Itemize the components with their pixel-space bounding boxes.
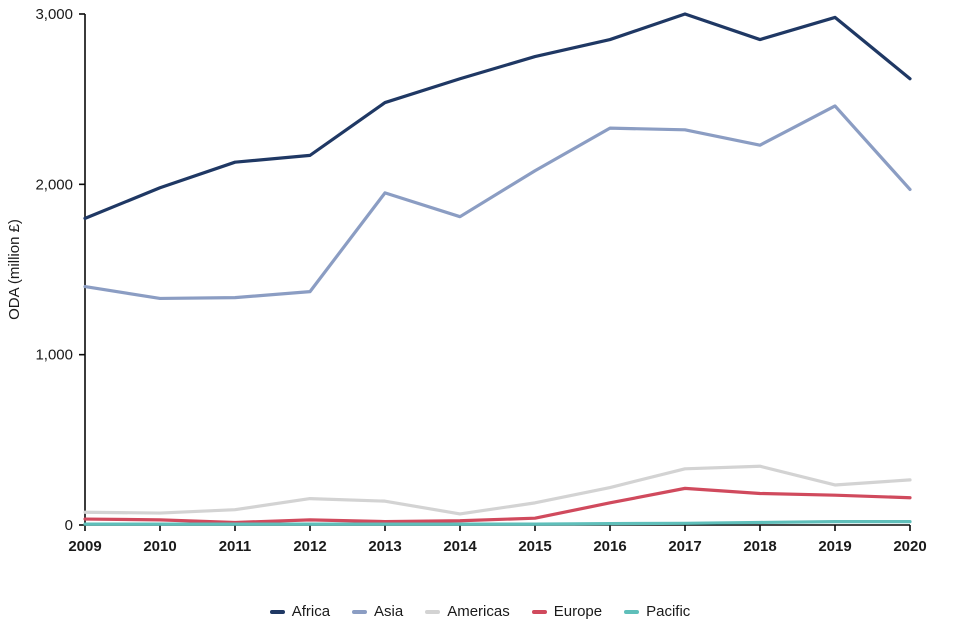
chart-legend: Africa Asia Americas Europe Pacific [0,603,960,620]
legend-label-americas: Americas [447,603,510,620]
x-tick-label: 2010 [143,538,176,555]
series-line-asia [83,104,912,301]
x-tick-label: 2015 [518,538,551,555]
series-line-americas [83,464,912,516]
legend-label-pacific: Pacific [646,603,691,620]
legend-item-pacific: Pacific [624,603,690,620]
legend-swatch-europe [531,609,547,614]
x-tick-label: 2018 [743,538,776,555]
y-tick-label: 2,000 [35,176,73,193]
x-tick-label: 2013 [368,538,401,555]
y-tick-label: 0 [65,517,73,534]
x-tick-label: 2009 [68,538,101,555]
legend-label-europe: Europe [553,603,603,620]
legend-item-asia: Asia [352,603,403,620]
x-tick-label: 2016 [593,538,626,555]
x-tick-label: 2011 [219,538,252,555]
legend-swatch-africa [269,609,285,614]
legend-swatch-asia [352,609,368,614]
series-line-europe [83,486,912,525]
y-tick-label: 1,000 [35,347,73,364]
series-line-pacific [83,519,912,526]
legend-item-americas: Americas [425,603,510,620]
chart-canvas: 0 1,000 2,000 3,000 2009 2010 2011 2012 2013 2014… [6,6,927,555]
x-tick-label: 2019 [818,538,851,555]
legend-item-africa: Africa [269,603,331,620]
y-axis-title: ODA (million £) [6,219,23,320]
x-tick-label: 2017 [668,538,701,555]
legend-item-europe: Europe [531,603,603,620]
x-tick-label: 2012 [293,538,326,555]
x-tick-label: 2014 [443,538,477,555]
series-line-africa [83,12,912,220]
legend-label-asia: Asia [374,603,404,620]
x-tick-label: 2020 [893,538,926,555]
legend-swatch-americas [425,609,441,614]
y-tick-label: 3,000 [35,6,73,23]
legend-swatch-pacific [624,609,640,614]
legend-label-africa: Africa [291,603,331,620]
